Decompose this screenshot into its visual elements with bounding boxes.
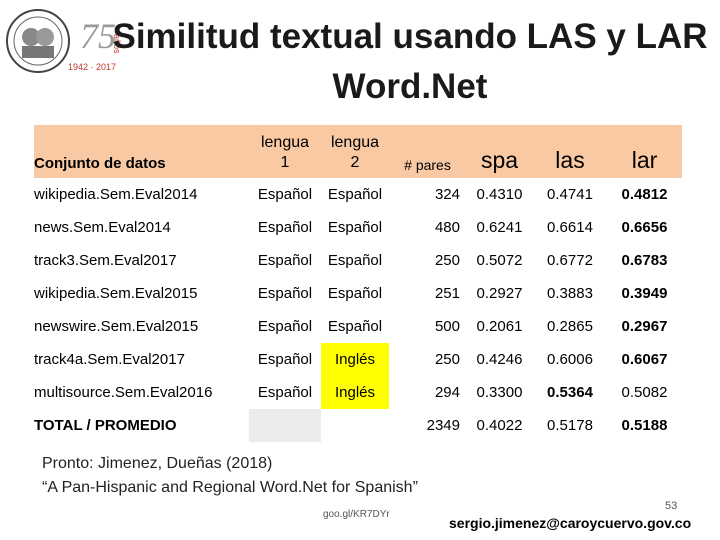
header-lengua2-bottom: 2 bbox=[350, 153, 360, 171]
lengua2-cell: Inglés bbox=[321, 343, 389, 376]
pares-cell: 500 bbox=[434, 318, 460, 335]
lengua1-cell: Español bbox=[257, 285, 313, 302]
header-dataset: Conjunto de datos bbox=[34, 125, 249, 178]
header-lengua2: lengua 2 bbox=[321, 125, 389, 178]
reference-note: Pronto: Jimenez, Dueñas (2018) “A Pan-Hi… bbox=[42, 452, 418, 500]
dataset-cell: track4a.Sem.Eval2017 bbox=[34, 351, 185, 368]
table-row: wikipedia.Sem.Eval2015 Español Español 251 0… bbox=[34, 277, 682, 310]
dataset-cell: track3.Sem.Eval2017 bbox=[34, 252, 177, 269]
lar-cell: 0.6783 bbox=[621, 252, 668, 269]
lengua2-cell: Español bbox=[327, 219, 383, 236]
spa-cell: 0.2927 bbox=[476, 285, 523, 302]
total-empty-cell bbox=[249, 409, 321, 442]
reference-line2: “A Pan-Hispanic and Regional Word.Net fo… bbox=[42, 479, 418, 496]
slide-title-line2: Word.Net bbox=[332, 67, 488, 106]
lengua1-cell: Español bbox=[257, 384, 313, 401]
lengua2-cell: Español bbox=[327, 285, 383, 302]
las-cell: 0.3883 bbox=[547, 285, 593, 302]
total-label: TOTAL / PROMEDIO bbox=[34, 417, 177, 434]
table-row: track3.Sem.Eval2017 Español Español 250 0.50… bbox=[34, 244, 682, 277]
spa-cell: 0.3300 bbox=[476, 384, 523, 401]
results-table: Conjunto de datos lengua 1 lengua 2 # pa… bbox=[34, 125, 682, 442]
slide-title: Similitud textual usando LAS y LAR Word.… bbox=[110, 12, 710, 112]
logo-range: 1942 · 2017 bbox=[68, 62, 116, 72]
spa-cell: 0.5072 bbox=[476, 252, 523, 269]
las-cell: 0.2865 bbox=[547, 318, 593, 335]
table-row: newswire.Sem.Eval2015 Español Español 500 0.… bbox=[34, 310, 682, 343]
lar-cell: 0.3949 bbox=[621, 285, 668, 302]
lengua2-cell: Inglés bbox=[321, 376, 389, 409]
contact-email[interactable]: sergio.jimenez@caroycuervo.gov.co bbox=[449, 515, 692, 531]
total-lar: 0.5188 bbox=[621, 417, 668, 434]
slide-title-line1: Similitud textual usando LAS y LAR bbox=[112, 17, 708, 56]
lar-cell: 0.4812 bbox=[621, 186, 668, 203]
lengua1-cell: Español bbox=[257, 186, 313, 203]
pares-cell: 250 bbox=[434, 252, 460, 269]
lengua1-cell: Español bbox=[257, 318, 313, 335]
spa-cell: 0.4246 bbox=[476, 351, 523, 368]
header-lengua2-top: lengua bbox=[330, 133, 380, 151]
lar-cell: 0.5082 bbox=[621, 384, 668, 401]
pares-cell: 251 bbox=[434, 285, 460, 302]
lar-cell: 0.2967 bbox=[621, 318, 668, 335]
institution-logo: 75 años 1942 · 2017 bbox=[4, 4, 132, 78]
pares-cell: 250 bbox=[434, 351, 460, 368]
logo-years-label: años bbox=[112, 34, 122, 54]
header-spa: spa bbox=[466, 125, 533, 178]
las-cell: 0.4741 bbox=[547, 186, 593, 203]
las-cell: 0.6006 bbox=[547, 351, 593, 368]
lengua1-cell: Español bbox=[257, 351, 313, 368]
page-number: 53 bbox=[665, 500, 678, 512]
dataset-cell: wikipedia.Sem.Eval2015 bbox=[34, 285, 198, 302]
institution-seal-icon: 75 años 1942 · 2017 bbox=[6, 9, 122, 73]
total-pares: 2349 bbox=[426, 417, 460, 434]
header-lar: lar bbox=[607, 125, 682, 178]
reference-line1: Pronto: Jimenez, Dueñas (2018) bbox=[42, 455, 273, 472]
lar-cell: 0.6067 bbox=[621, 351, 668, 368]
short-url[interactable]: goo.gl/KR7DYr bbox=[323, 509, 390, 520]
table-total-row: TOTAL / PROMEDIO 2349 0.4022 0.5178 0.51… bbox=[34, 409, 682, 442]
las-cell: 0.6614 bbox=[547, 219, 593, 236]
table-row: news.Sem.Eval2014 Español Español 480 0.6241… bbox=[34, 211, 682, 244]
table-row: multisource.Sem.Eval2016 Español Inglés 294… bbox=[34, 376, 682, 409]
spa-cell: 0.6241 bbox=[476, 219, 523, 236]
lengua1-cell: Español bbox=[257, 219, 313, 236]
pares-cell: 480 bbox=[434, 219, 460, 236]
lengua2-cell: Español bbox=[327, 252, 383, 269]
logo-years: 75 bbox=[80, 16, 116, 56]
lar-cell: 0.6656 bbox=[621, 219, 668, 236]
pares-cell: 294 bbox=[434, 384, 460, 401]
table-header-row: Conjunto de datos lengua 1 lengua 2 # pa… bbox=[34, 125, 682, 178]
dataset-cell: newswire.Sem.Eval2015 bbox=[34, 318, 199, 335]
dataset-cell: multisource.Sem.Eval2016 bbox=[34, 384, 213, 401]
dataset-cell: wikipedia.Sem.Eval2014 bbox=[34, 186, 198, 203]
header-lengua1-top: lengua bbox=[260, 133, 310, 151]
dataset-cell: news.Sem.Eval2014 bbox=[34, 219, 171, 236]
table-row: track4a.Sem.Eval2017 Español Inglés 250 0.42… bbox=[34, 343, 682, 376]
table-row: wikipedia.Sem.Eval2014 Español Español 324 0… bbox=[34, 178, 682, 211]
spa-cell: 0.2061 bbox=[476, 318, 523, 335]
spa-cell: 0.4310 bbox=[476, 186, 523, 203]
header-lengua1: lengua 1 bbox=[249, 125, 321, 178]
total-empty-cell bbox=[321, 409, 389, 442]
lengua2-cell: Español bbox=[327, 186, 383, 203]
header-lengua1-bottom: 1 bbox=[280, 153, 290, 171]
las-cell: 0.6772 bbox=[547, 252, 593, 269]
header-pares: # pares bbox=[389, 125, 466, 178]
total-spa: 0.4022 bbox=[476, 417, 523, 434]
lengua1-cell: Español bbox=[257, 252, 313, 269]
header-las: las bbox=[533, 125, 607, 178]
las-cell: 0.5364 bbox=[547, 384, 593, 401]
pares-cell: 324 bbox=[434, 186, 460, 203]
lengua2-cell: Español bbox=[327, 318, 383, 335]
table-body: wikipedia.Sem.Eval2014 Español Español 324 0… bbox=[34, 178, 682, 409]
total-las: 0.5178 bbox=[547, 417, 593, 434]
